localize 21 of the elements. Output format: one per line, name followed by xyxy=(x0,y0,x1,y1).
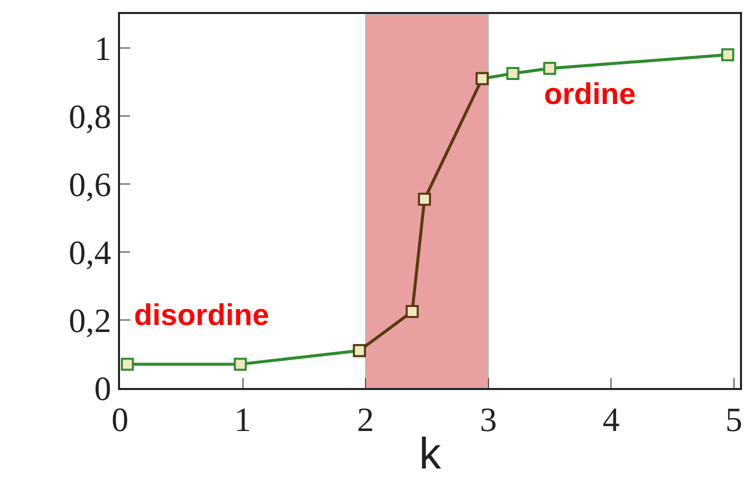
x-tick-label: 4 xyxy=(602,402,620,439)
annotation: disordine xyxy=(134,299,270,332)
point xyxy=(506,67,520,80)
x-tick-label: 3 xyxy=(480,402,497,439)
x-tick-label: 2 xyxy=(357,402,374,439)
y-tick-label: 0,6 xyxy=(68,166,112,204)
x-axis-title: k xyxy=(419,430,442,479)
x-tick-label: 1 xyxy=(234,402,252,439)
point xyxy=(120,358,134,371)
x-tick-label: 5 xyxy=(725,402,742,439)
point xyxy=(406,305,419,318)
point xyxy=(721,48,734,62)
point xyxy=(418,192,431,206)
point xyxy=(543,62,556,75)
y-tick-label: 0,4 xyxy=(68,234,112,272)
y-tick-label: 1 xyxy=(94,30,112,68)
y-tick-label: 0,8 xyxy=(68,98,112,136)
y-tick-label: 0 xyxy=(94,370,112,408)
annotation: ordine xyxy=(544,78,636,111)
y-tick-label: 0,2 xyxy=(68,302,112,340)
point xyxy=(234,358,247,371)
